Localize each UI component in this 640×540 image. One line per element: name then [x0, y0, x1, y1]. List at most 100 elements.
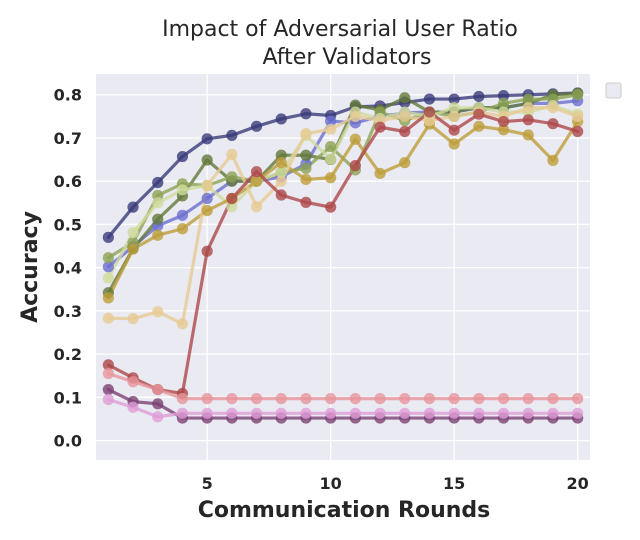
series-10-point [152, 398, 164, 410]
series-8-point [547, 118, 559, 130]
series-11-point [325, 407, 337, 419]
series-9-point [399, 393, 411, 405]
series-4-point [522, 93, 534, 105]
series-7-point [250, 201, 263, 213]
legend-box [605, 82, 622, 99]
series-7-point [102, 312, 114, 324]
series-9-point [127, 376, 139, 388]
series-2-point [102, 261, 114, 273]
series-11-point [275, 407, 287, 419]
series-3-point [399, 92, 411, 104]
x-tick-labels: 5 10 15 20 [202, 474, 589, 493]
series-7-point [152, 306, 164, 318]
series-8-point [226, 192, 238, 205]
series-9-point [325, 393, 337, 405]
series-11-point [572, 407, 584, 419]
y-tick-label: 0.5 [54, 215, 82, 234]
series-9-point [201, 393, 213, 405]
series-3-point [300, 149, 312, 161]
y-tick-label: 0.2 [54, 345, 82, 364]
series-1-point [275, 113, 287, 125]
series-4-point [572, 89, 584, 101]
series-6-point [349, 133, 361, 145]
series-8-point [349, 160, 361, 172]
series-1-point [201, 133, 213, 145]
x-tick-label: 5 [202, 474, 213, 493]
series-5-point [127, 227, 139, 239]
series-1-point [300, 108, 312, 120]
series-8-point [325, 201, 337, 213]
series-8-point [250, 166, 263, 178]
series-6-point [300, 173, 312, 186]
series-7-point [127, 313, 139, 325]
series-9-point [448, 393, 460, 405]
series-11-point [176, 407, 189, 419]
series-11-point [226, 407, 238, 419]
series-11-point [448, 407, 460, 419]
y-tick-label: 0.6 [54, 172, 82, 191]
series-9-point [152, 383, 164, 396]
series-11-point [522, 407, 534, 419]
series-7-point [226, 148, 238, 160]
series-6-point [497, 124, 510, 136]
series-8-point [300, 196, 312, 208]
series-11-point [374, 407, 386, 419]
series-9-point [300, 393, 312, 405]
series-5-point [226, 201, 238, 213]
series-11-point [152, 411, 164, 423]
series-9-point [226, 393, 238, 405]
series-4-point [497, 97, 510, 109]
series-11-point [423, 407, 436, 419]
series-6-point [399, 157, 411, 169]
series-3-point [201, 154, 213, 166]
series-6-point [448, 138, 460, 150]
series-3-point [152, 213, 164, 225]
series-6-point [374, 167, 386, 180]
series-1-point [127, 201, 139, 213]
series-11-point [250, 407, 263, 419]
series-1-point [423, 93, 436, 105]
series-6-point [325, 172, 337, 184]
series-7-point [522, 102, 534, 114]
series-8-point [374, 121, 386, 133]
y-tick-labels: 0.0 0.1 0.2 0.3 0.4 0.5 0.6 0.7 0.8 [54, 86, 82, 451]
series-5-point [152, 197, 164, 209]
series-9-point [176, 393, 189, 405]
y-tick-label: 0.7 [54, 129, 82, 148]
series-6-point [522, 129, 534, 141]
series-11-point [349, 407, 361, 419]
series-8-point [497, 115, 510, 128]
series-8-point [522, 114, 534, 126]
series-11-point [300, 407, 312, 419]
series-7-point [176, 318, 189, 330]
series-6-point [547, 154, 559, 167]
series-6-point [275, 157, 287, 169]
y-tick-label: 0.3 [54, 302, 82, 321]
series-9-point [349, 393, 361, 405]
series-6-point [127, 243, 139, 255]
chart-title-line-1: Impact of Adversarial User Ratio [162, 17, 518, 42]
series-9-point [250, 393, 263, 405]
series-10-point [102, 383, 114, 396]
series-11-point [497, 407, 510, 419]
series-7-point [325, 123, 337, 135]
series-1-point [152, 176, 164, 189]
x-tick-label: 20 [567, 474, 589, 493]
series-5-point [325, 153, 337, 165]
series-5-point [176, 184, 189, 196]
series-6-point [152, 229, 164, 241]
series-1-point [448, 93, 460, 105]
series-4-point [300, 162, 312, 174]
series-7-point [349, 110, 361, 122]
series-11-point [127, 401, 139, 413]
series-1-point [176, 150, 189, 163]
series-7-point [572, 110, 584, 122]
series-9-point [473, 393, 485, 405]
y-tick-label: 0.0 [54, 432, 82, 451]
y-tick-label: 0.1 [54, 388, 82, 407]
series-1-point [497, 90, 510, 102]
series-11-point [473, 407, 485, 419]
series-8-point [102, 359, 114, 371]
series-7-point [547, 102, 559, 114]
